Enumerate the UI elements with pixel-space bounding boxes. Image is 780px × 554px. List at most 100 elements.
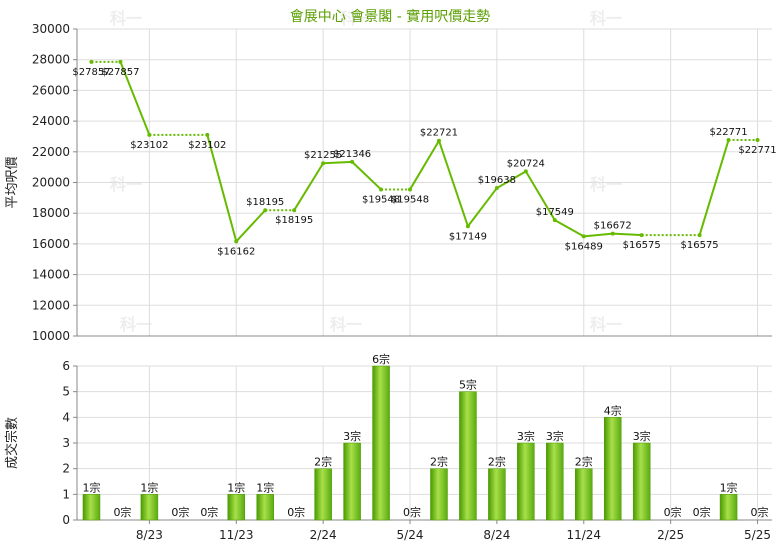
line-data-label: $21255 <box>304 150 342 161</box>
bar <box>140 494 159 521</box>
bar-data-label: 1宗 <box>256 480 274 494</box>
bar-data-label: 1宗 <box>227 480 245 494</box>
line-series-segment <box>351 161 382 191</box>
line-series-segment <box>438 140 469 227</box>
line-data-label: $19548 <box>362 194 400 205</box>
bar <box>82 494 101 521</box>
line-data-label: $20724 <box>507 158 545 169</box>
watermark-text: 科一 <box>110 9 142 28</box>
bar-ytick-label: 0 <box>62 513 70 527</box>
line-data-label: $27857 <box>72 67 110 78</box>
line-series-segment <box>698 139 730 236</box>
bar <box>632 442 651 521</box>
bar <box>430 468 448 521</box>
line-series-point <box>639 233 644 238</box>
line-series-point <box>263 208 268 213</box>
bar-data-label: 0宗 <box>693 505 711 519</box>
line-ytick-label: 18000 <box>32 206 70 220</box>
bar-data-label: 3宗 <box>517 429 535 443</box>
watermark-text: 科一 <box>590 9 622 28</box>
bar-ytick-label: 4 <box>62 410 70 424</box>
xtick-label: 2/25 <box>657 528 684 542</box>
bar-data-label: 0宗 <box>171 505 189 519</box>
line-series-point <box>610 231 615 236</box>
bar-data-label: 0宗 <box>664 505 682 519</box>
watermark-text: 科一 <box>340 9 372 28</box>
line-data-label: $18195 <box>275 215 313 226</box>
line-series-segment <box>467 187 498 227</box>
bar <box>575 468 593 521</box>
bar-data-label: 4宗 <box>604 403 622 417</box>
line-data-label: $27857 <box>101 67 139 78</box>
line-series-segment <box>554 219 585 238</box>
line-data-label: $16489 <box>565 241 603 252</box>
bar-data-label: 3宗 <box>633 429 651 443</box>
bar-data-label: 6宗 <box>372 352 390 366</box>
line-series-point <box>465 224 470 229</box>
line-series-point <box>726 137 731 142</box>
line-data-label: $17149 <box>449 231 487 242</box>
chart-title: 會展中心 會景閣 - 實用呎價走勢 <box>289 9 491 25</box>
bar-chart-bars <box>82 365 738 521</box>
bar-ytick-label: 6 <box>62 359 70 373</box>
bar-data-label: 0宗 <box>200 505 218 519</box>
bar <box>517 442 535 521</box>
bar-ytick-label: 2 <box>62 462 70 476</box>
line-series-segment <box>583 232 613 238</box>
line-series-segment <box>119 61 151 136</box>
line-series-segment <box>524 170 556 221</box>
line-chart-series <box>89 59 760 244</box>
line-ytick-label: 20000 <box>32 176 70 190</box>
bar-y-axis-title: 成交宗數 <box>4 417 20 469</box>
line-series-point <box>436 138 441 143</box>
line-series-segment <box>612 232 642 237</box>
line-series-segment <box>496 170 527 189</box>
line-chart-axes: 10000 12000 14000 16000 18000 20000 22000 24000… <box>5 22 772 343</box>
line-series-point <box>408 187 413 192</box>
line-series-point <box>89 59 94 64</box>
bar-data-label: 1宗 <box>720 480 738 494</box>
bar <box>603 417 622 521</box>
bar <box>719 494 738 521</box>
bar-data-label: 0宗 <box>751 505 769 519</box>
line-series-segment <box>323 160 353 165</box>
bar-data-label: 3宗 <box>546 429 564 443</box>
bar-data-label: 5宗 <box>459 378 477 392</box>
line-data-label: $16162 <box>217 246 255 257</box>
bar <box>343 442 361 521</box>
line-ytick-label: 10000 <box>32 329 70 343</box>
line-chart-data-labels: $27857$27857 $23102 $23102 $16162 $18195 $181… <box>72 67 776 258</box>
line-series-point <box>755 137 760 142</box>
line-ytick-label: 26000 <box>32 83 70 97</box>
line-data-label: $23102 <box>188 140 226 151</box>
bar <box>227 494 246 521</box>
xtick-label: 2/24 <box>310 528 337 542</box>
line-series-point <box>581 234 586 239</box>
bar-data-label: 2宗 <box>575 455 593 469</box>
line-series-point <box>523 169 528 174</box>
xtick-label: 8/24 <box>483 528 510 542</box>
line-series-point <box>234 239 239 244</box>
bar-data-label: 0宗 <box>403 505 421 519</box>
line-data-label: $19638 <box>478 175 516 186</box>
bar <box>459 391 477 521</box>
line-series-segment <box>235 209 266 243</box>
watermark-text: 科一 <box>330 315 362 334</box>
bar-chart-axes: 0 1 2 3 4 5 6 成交宗數 <box>4 359 772 527</box>
xtick-label: 5/25 <box>744 528 771 542</box>
bar-ytick-label: 1 <box>62 487 70 501</box>
line-series-point <box>292 208 297 213</box>
xtick-label: 11/23 <box>219 528 254 542</box>
bar-ytick-label: 3 <box>62 436 70 450</box>
bar-data-label: 2宗 <box>488 455 506 469</box>
x-axis-tick-labels: 8/23 11/23 2/24 5/24 8/24 11/24 2/25 5/25 <box>136 520 771 542</box>
line-series-point <box>697 233 702 238</box>
bar-chart-data-labels: 1宗 0宗 1宗 0宗 0宗 1宗 1宗 0宗 2宗 3宗 6宗 0宗 2宗 5宗 2宗 3宗 3宗 2宗 4宗 3宗… <box>82 352 768 519</box>
line-y-axis-title: 平均呎價 <box>5 156 20 208</box>
bar-data-label: 2宗 <box>314 455 332 469</box>
line-data-label: $16575 <box>681 240 719 251</box>
line-ytick-label: 24000 <box>32 114 70 128</box>
